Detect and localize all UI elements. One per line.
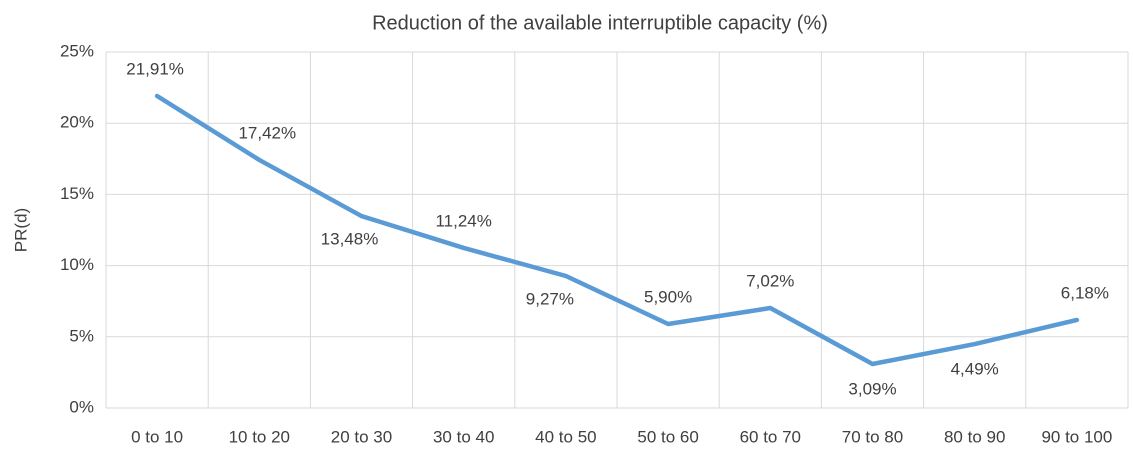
y-tick-label: 10% — [60, 255, 94, 274]
y-tick-label: 0% — [69, 397, 94, 416]
data-label: 5,90% — [644, 287, 692, 306]
x-tick-label: 10 to 20 — [229, 427, 290, 446]
x-tick-label: 60 to 70 — [740, 427, 801, 446]
x-tick-label: 50 to 60 — [637, 427, 698, 446]
x-tick-label: 0 to 10 — [131, 427, 183, 446]
data-label: 11,24% — [435, 211, 491, 230]
x-tick-label: 30 to 40 — [433, 427, 494, 446]
y-tick-label: 15% — [60, 184, 94, 203]
data-label: 13,48% — [321, 230, 379, 249]
data-label: 9,27% — [526, 289, 574, 308]
data-label: 6,18% — [1061, 283, 1109, 302]
x-tick-label: 40 to 50 — [535, 427, 596, 446]
data-label: 17,42% — [238, 123, 296, 142]
data-label: 3,09% — [848, 379, 896, 398]
y-axis-label: PR(d) — [11, 208, 30, 252]
x-tick-label: 80 to 90 — [944, 427, 1005, 446]
x-tick-label: 90 to 100 — [1041, 427, 1112, 446]
y-tick-label: 20% — [60, 113, 94, 132]
chart-title: Reduction of the available interruptible… — [372, 12, 828, 34]
y-tick-label: 5% — [69, 326, 94, 345]
data-label: 21,91% — [126, 59, 184, 78]
x-tick-label: 20 to 30 — [331, 427, 392, 446]
y-tick-label: 25% — [60, 41, 94, 60]
data-label: 7,02% — [746, 272, 794, 291]
x-tick-label: 70 to 80 — [842, 427, 903, 446]
line — [154, 93, 1080, 367]
data-label: 4,49% — [951, 360, 999, 379]
